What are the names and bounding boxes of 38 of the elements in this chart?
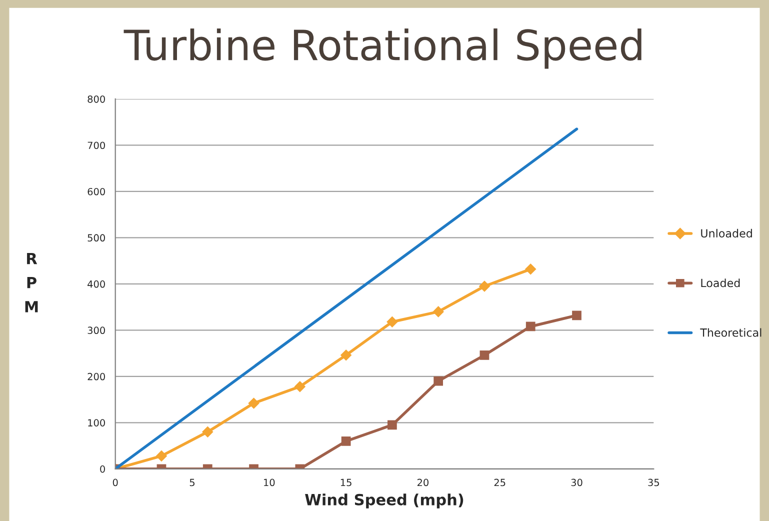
x-tick-label: 35 — [648, 478, 659, 486]
y-axis-title: R P M — [25, 252, 38, 312]
x-axis-title: Wind Speed (mph) — [305, 494, 464, 508]
x-tick-label: 0 — [112, 478, 118, 486]
point — [479, 280, 490, 292]
y-tick-label: 200 — [88, 372, 105, 380]
y-tick-label: 600 — [88, 188, 105, 196]
point — [248, 398, 260, 409]
point — [432, 306, 444, 318]
point — [525, 264, 536, 275]
x-tick-label: 15 — [340, 478, 352, 486]
x-tick-label: 20 — [417, 478, 428, 486]
chart-title: Turbine Rotational Speed — [124, 28, 642, 69]
legend-label: Loaded — [701, 278, 740, 288]
y-tick-label: 0 — [100, 465, 105, 473]
point — [294, 381, 306, 392]
x-tick-label: 30 — [571, 478, 582, 486]
y-tick-label: 300 — [88, 326, 105, 334]
x-tick-label: 25 — [494, 478, 506, 486]
point — [341, 436, 351, 446]
point — [480, 350, 490, 360]
point — [156, 450, 167, 462]
y-tick-label: 100 — [88, 419, 105, 426]
x-tick-label: 10 — [264, 478, 275, 486]
point — [386, 316, 398, 328]
point — [434, 376, 444, 386]
y-tick-label: 500 — [88, 234, 105, 242]
y-tick-label: 400 — [88, 280, 105, 288]
legend-label: Theoretical — [700, 328, 762, 337]
x-tick-label: 5 — [190, 478, 194, 486]
point — [388, 420, 397, 430]
y-tick-label: 700 — [88, 142, 105, 150]
point — [572, 310, 582, 320]
point — [526, 322, 536, 332]
legend-label: Unloaded — [701, 228, 752, 238]
y-tick-label: 800 — [88, 95, 105, 103]
point — [202, 426, 214, 438]
point — [340, 350, 352, 361]
